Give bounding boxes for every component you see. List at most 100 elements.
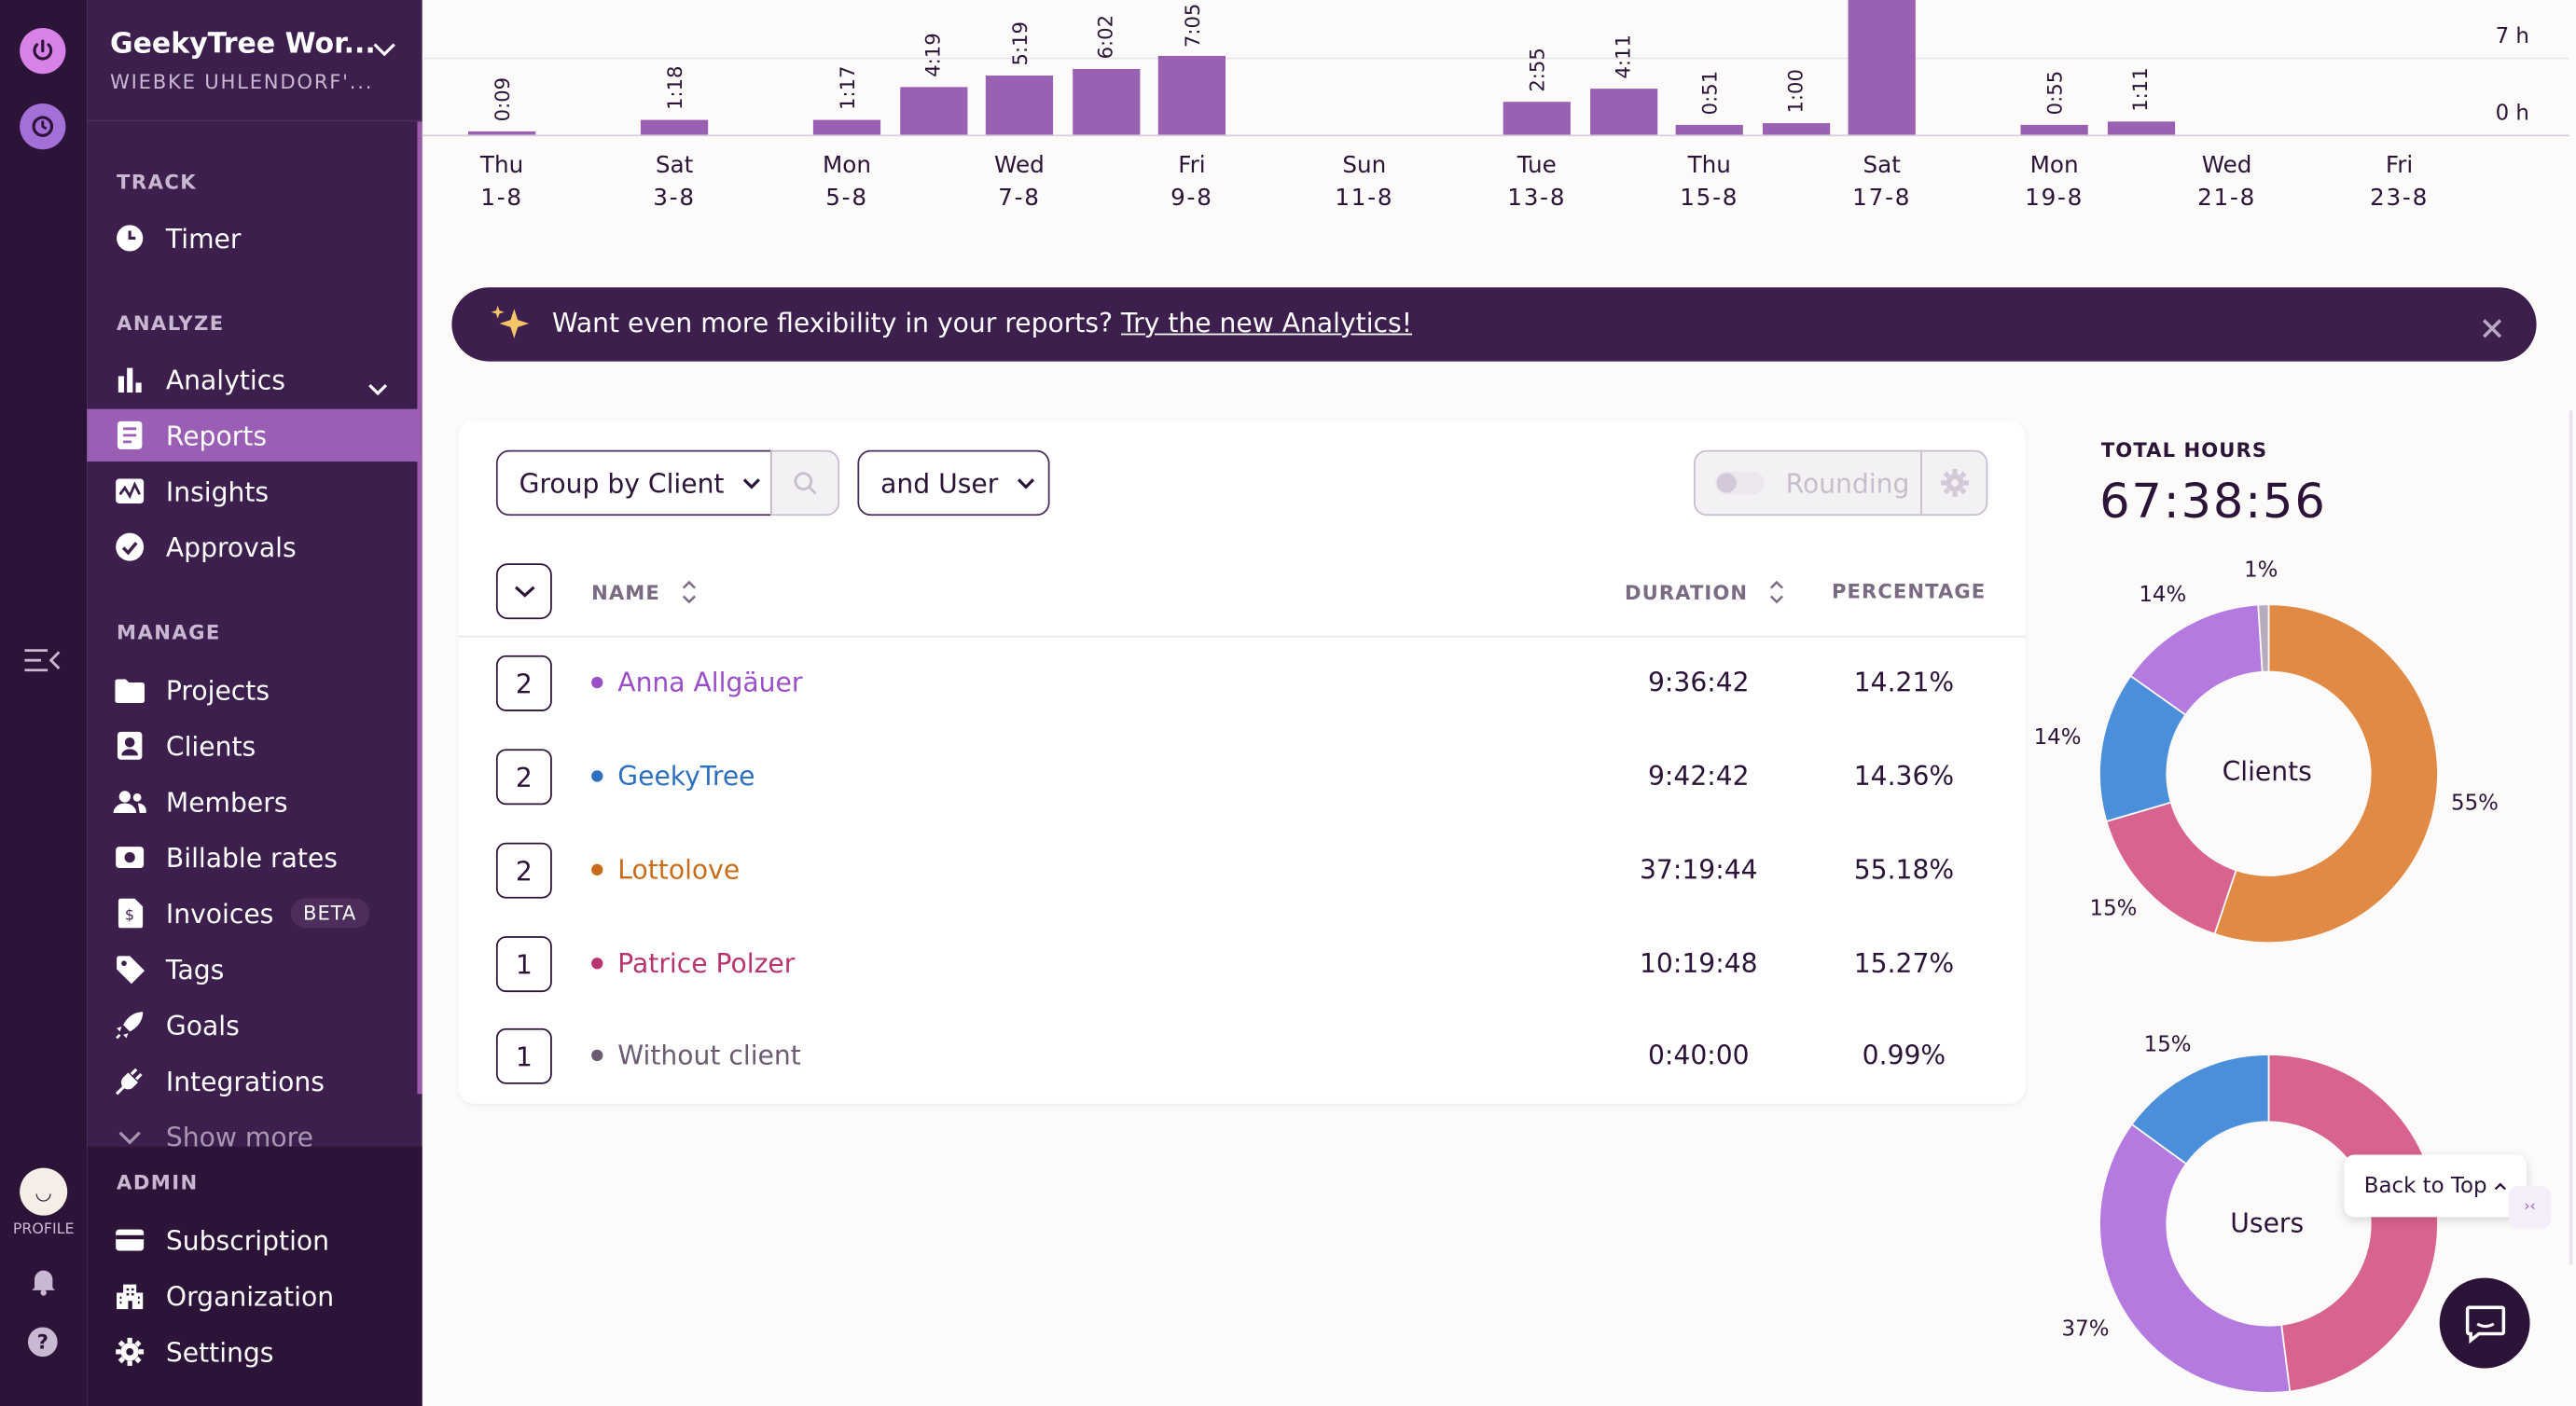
donut-slice[interactable]: [2099, 1123, 2292, 1393]
chart-bar[interactable]: [1072, 68, 1140, 135]
row-name[interactable]: Without client: [591, 1040, 801, 1071]
banner-link[interactable]: Try the new Analytics!: [1121, 307, 1413, 338]
subgroup-count-badge[interactable]: 2: [495, 749, 552, 806]
sidebar-item-organization[interactable]: Organization: [87, 1270, 419, 1322]
subgroup-count-badge[interactable]: 2: [495, 655, 552, 711]
row-percentage: 14.21%: [1853, 667, 1955, 698]
sidebar-item-settings[interactable]: Settings: [87, 1326, 419, 1378]
page-scrollbar[interactable]: [2569, 410, 2573, 1265]
sidebar-item-subscription[interactable]: Subscription: [87, 1214, 419, 1266]
donut-slice[interactable]: [2213, 604, 2438, 944]
sidebar-item-members[interactable]: Members: [87, 776, 419, 828]
collapse-sidebar-icon[interactable]: [23, 647, 62, 680]
power-icon[interactable]: [20, 27, 66, 75]
donut-slice[interactable]: [2257, 604, 2270, 673]
x-axis-date: 11-8: [1335, 186, 1394, 213]
rounding-settings-button[interactable]: [1920, 449, 1988, 517]
color-dot: [591, 676, 603, 689]
bar-value-label: 6:02: [1094, 14, 1117, 59]
row-name[interactable]: Lottolove: [591, 854, 741, 886]
track-app-icon[interactable]: [20, 103, 66, 150]
workspace-switcher[interactable]: GeekyTree Wor... WIEBKE UHLENDORF'...: [87, 0, 422, 122]
x-axis-label: Fri 23-8: [2350, 149, 2449, 214]
chat-icon: [2463, 1303, 2506, 1344]
row-duration: 37:19:44: [1639, 854, 1758, 886]
help-icon[interactable]: ?: [27, 1327, 58, 1358]
donut-slice[interactable]: [2130, 1054, 2270, 1165]
column-header-name[interactable]: NAME: [591, 580, 696, 610]
clients-donut-chart: [2099, 604, 2438, 944]
collapse-panel-icon[interactable]: ›‹: [2508, 1185, 2552, 1229]
chart-bar[interactable]: [899, 87, 967, 135]
column-header-label: DURATION: [1625, 581, 1749, 605]
chat-launcher-button[interactable]: [2439, 1277, 2530, 1369]
chart-bar[interactable]: [985, 76, 1054, 135]
sidebar-item-label: Goals: [165, 1009, 240, 1041]
chart-bar[interactable]: [1762, 123, 1830, 135]
invoice-icon: $: [87, 898, 166, 929]
sidebar-item-reports[interactable]: Reports: [87, 408, 420, 462]
row-name[interactable]: Anna Allgäuer: [591, 667, 803, 698]
chart-bar[interactable]: [2020, 124, 2088, 135]
total-hours-label: TOTAL HOURS: [2100, 438, 2268, 462]
sidebar-item-goals[interactable]: Goals: [87, 999, 419, 1051]
chart-bar[interactable]: [1157, 56, 1226, 135]
sidebar-item-projects[interactable]: Projects: [87, 664, 419, 716]
rounding-toggle[interactable]: Rounding: [1694, 449, 1922, 517]
sidebar-item-invoices[interactable]: $ Invoices BETA: [87, 887, 419, 939]
insights-icon: [87, 478, 166, 504]
sub-group-select[interactable]: and User: [857, 449, 1050, 517]
expand-all-button[interactable]: [495, 563, 552, 620]
workspace-owner: WIEBKE UHLENDORF'...: [110, 70, 374, 94]
sidebar-item-billable-rates[interactable]: Billable rates: [87, 831, 419, 883]
subgroup-count-badge[interactable]: 1: [495, 936, 552, 993]
sidebar-item-tags[interactable]: Tags: [87, 943, 419, 995]
chart-bar[interactable]: [1848, 0, 1916, 135]
search-button[interactable]: [770, 449, 840, 517]
chart-bar[interactable]: [1503, 102, 1571, 135]
y-tick-label: 0 h: [2495, 102, 2529, 127]
subgroup-count-badge[interactable]: 1: [495, 1027, 552, 1084]
sidebar-item-label: Insights: [165, 476, 270, 507]
sidebar-item-integrations[interactable]: Integrations: [87, 1054, 419, 1107]
row-name[interactable]: GeekyTree: [591, 761, 755, 792]
row-name[interactable]: Patrice Polzer: [591, 948, 795, 979]
section-analyze-title: ANALYZE: [117, 311, 225, 336]
chart-bar[interactable]: [467, 131, 536, 135]
bell-icon[interactable]: [30, 1266, 58, 1303]
close-icon[interactable]: [2482, 313, 2502, 344]
chart-bar[interactable]: [2106, 121, 2175, 135]
x-axis-label: Mon 19-8: [2005, 149, 2104, 214]
bar-value-label: 1:11: [2128, 67, 2153, 112]
client-name: Anna Allgäuer: [617, 667, 803, 698]
slice-label: 1%: [2244, 558, 2278, 584]
x-axis-day: Mon: [822, 152, 872, 180]
back-to-top-button[interactable]: Back to Top: [2344, 1154, 2528, 1218]
report-icon: [87, 420, 166, 450]
chart-bar[interactable]: [812, 120, 881, 135]
sidebar-item-approvals[interactable]: Approvals: [87, 520, 419, 572]
subgroup-count-badge[interactable]: 2: [495, 842, 552, 899]
sidebar-item-label: Reports: [165, 420, 268, 451]
search-icon: [793, 471, 817, 495]
sidebar-item-clients[interactable]: Clients: [87, 720, 419, 772]
sidebar-item-analytics[interactable]: Analytics: [87, 353, 419, 406]
client-name: Lottolove: [617, 854, 741, 886]
row-duration: 9:36:42: [1647, 667, 1750, 698]
color-dot: [591, 770, 603, 782]
chart-bar[interactable]: [640, 120, 709, 135]
sidebar-item-label: Tags: [165, 953, 225, 986]
avatar[interactable]: ◡: [20, 1167, 68, 1216]
donut-center-label: Users: [2230, 1206, 2305, 1239]
x-axis-day: Sat: [1863, 152, 1901, 180]
chart-bar[interactable]: [1675, 125, 1743, 135]
column-header-duration[interactable]: DURATION: [1625, 580, 1783, 610]
bar-value-label: 4:11: [1611, 34, 1635, 79]
x-axis-date: 23-8: [2370, 186, 2430, 213]
sidebar-item-timer[interactable]: Timer: [87, 212, 419, 264]
bar-value-label: 2:55: [1525, 48, 1549, 93]
sidebar-item-insights[interactable]: Insights: [87, 465, 419, 517]
section-track-title: TRACK: [117, 171, 198, 194]
chart-bar[interactable]: [1589, 88, 1657, 135]
group-by-select[interactable]: Group by Client: [495, 449, 772, 517]
